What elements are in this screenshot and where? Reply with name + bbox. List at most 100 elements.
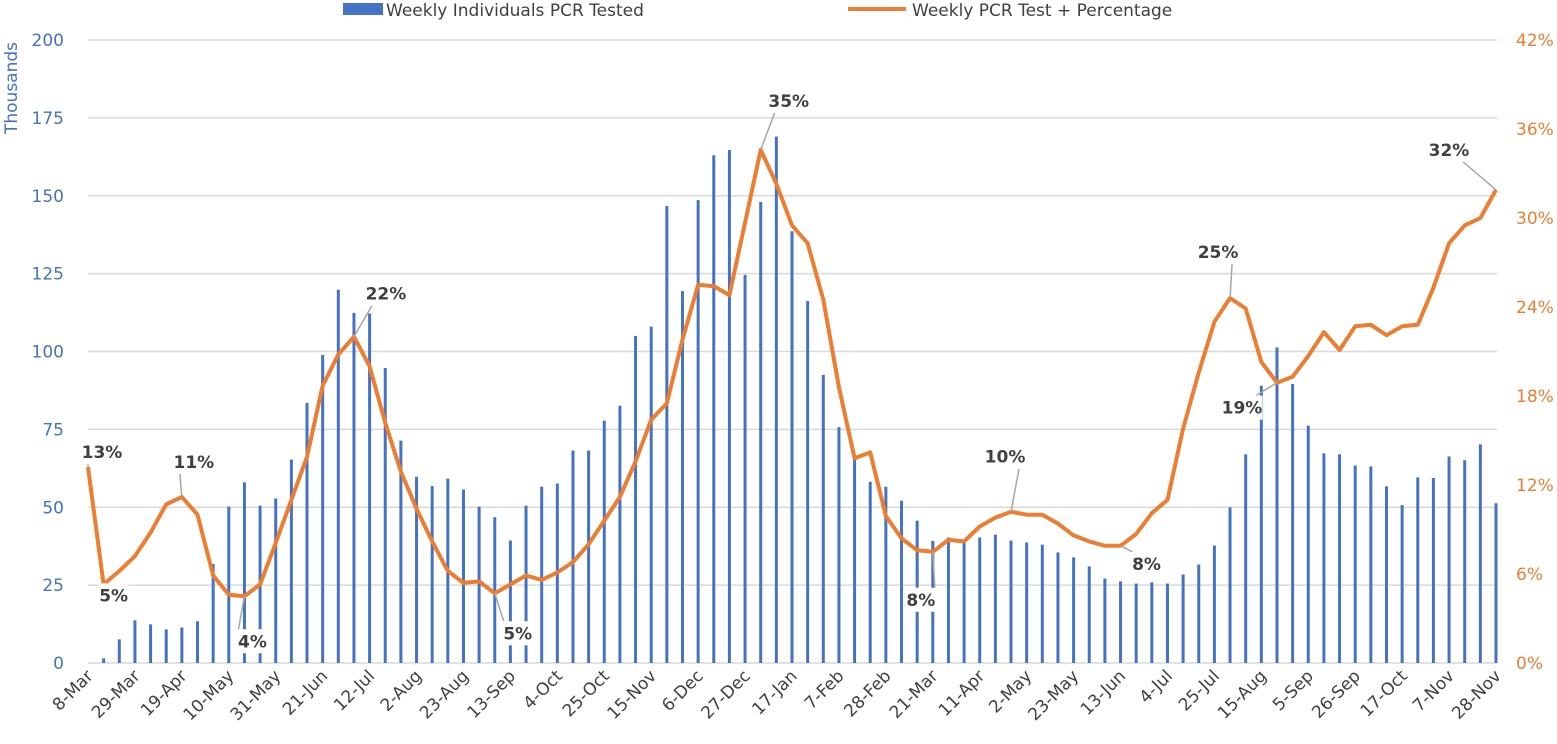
bar <box>1103 578 1107 663</box>
bar <box>696 200 700 663</box>
data-label: 13% <box>82 443 123 463</box>
bar <box>680 291 684 663</box>
label-background <box>1197 240 1239 265</box>
bar <box>759 201 763 664</box>
bar <box>1447 456 1451 663</box>
bar <box>1478 444 1482 663</box>
label-leader <box>1255 382 1278 397</box>
label-leader <box>237 596 246 630</box>
y-tick-left: 175 <box>32 109 64 129</box>
y-tick-left: 0 <box>53 654 64 674</box>
label-background <box>1428 137 1470 162</box>
x-tick: 21-Jun <box>279 666 332 719</box>
bar <box>1291 383 1295 663</box>
data-label: 10% <box>985 448 1026 468</box>
data-label: 4% <box>238 632 267 652</box>
y-axis-title: Thousands <box>2 42 22 135</box>
bar <box>1259 385 1263 663</box>
bar <box>352 312 356 663</box>
bar <box>1009 540 1013 663</box>
bar <box>806 301 810 663</box>
bar <box>774 136 778 663</box>
bar <box>274 498 278 663</box>
x-tick: 15-Nov <box>603 666 660 723</box>
bar <box>727 149 731 664</box>
bar <box>1431 477 1435 663</box>
data-label: 25% <box>1198 243 1239 263</box>
x-tick: 15-Aug <box>1214 666 1271 723</box>
bar <box>321 354 325 663</box>
bar <box>1056 552 1060 663</box>
data-label: 5% <box>503 624 532 644</box>
bar <box>634 335 638 663</box>
data-label: 19% <box>1222 399 1263 419</box>
y-tick-right: 36% <box>1516 120 1554 140</box>
bar <box>336 289 340 663</box>
bar <box>477 506 481 663</box>
bar <box>211 563 215 663</box>
bar <box>665 206 669 664</box>
label-leader <box>760 112 776 151</box>
label-background <box>905 587 936 612</box>
bar <box>289 459 293 663</box>
data-label: 11% <box>174 453 215 473</box>
x-tick: 29-Mar <box>88 666 144 722</box>
x-tick: 26-Sep <box>1308 666 1364 722</box>
label-leader <box>179 473 183 497</box>
bar <box>1322 453 1326 663</box>
x-tick: 10-May <box>180 666 239 725</box>
bar <box>180 627 184 663</box>
x-tick: 31-May <box>227 666 286 725</box>
bar <box>900 500 904 663</box>
bar <box>117 639 121 663</box>
label-leader <box>1120 545 1133 553</box>
bar <box>821 374 825 663</box>
bar <box>1338 454 1342 663</box>
x-tick: 23-May <box>1025 666 1084 725</box>
label-background <box>365 281 407 306</box>
x-tick: 13-Sep <box>463 666 519 722</box>
y-tick-left: 50 <box>42 498 64 518</box>
bar <box>837 427 841 663</box>
y-tick-right: 0% <box>1516 654 1543 674</box>
data-label: 8% <box>906 591 935 611</box>
y-tick-left: 125 <box>32 265 64 285</box>
legend-label-bar: Weekly Individuals PCR Tested <box>386 1 644 21</box>
bar <box>868 481 872 663</box>
bar <box>415 476 419 663</box>
bar <box>1463 460 1467 663</box>
bar <box>1197 564 1201 663</box>
bar <box>790 231 794 664</box>
y-tick-left: 200 <box>32 31 64 51</box>
bar-series <box>102 136 1498 664</box>
bar <box>1165 583 1169 663</box>
bar <box>946 537 950 663</box>
bar <box>399 440 403 663</box>
y-tick-right: 6% <box>1516 565 1543 585</box>
bar <box>461 489 465 663</box>
y-tick-left: 100 <box>32 343 64 363</box>
x-tick: 21-Mar <box>886 666 942 722</box>
bar <box>1494 503 1498 663</box>
bar <box>1212 545 1216 663</box>
label-background <box>237 629 268 654</box>
bar <box>508 540 512 663</box>
label-background <box>768 88 810 113</box>
x-tick: 11-Apr <box>935 666 989 720</box>
bar <box>1087 566 1091 663</box>
bar <box>242 482 246 663</box>
bar <box>712 155 716 663</box>
bar <box>1150 582 1154 663</box>
bar <box>305 402 309 663</box>
bar <box>602 420 606 663</box>
bar <box>1353 465 1357 663</box>
bar <box>993 534 997 663</box>
x-tick: 28-Nov <box>1448 666 1505 723</box>
y-tick-left: 25 <box>42 576 64 596</box>
bar <box>884 486 888 663</box>
bar <box>102 658 106 663</box>
label-background <box>173 449 215 474</box>
bar <box>1134 583 1138 663</box>
data-label: 8% <box>1132 555 1161 575</box>
